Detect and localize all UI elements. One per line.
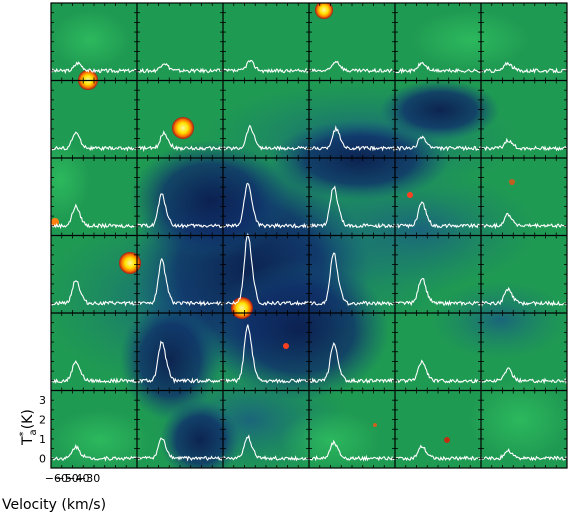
spectrum-line [308,439,396,462]
spectrum-line [51,61,138,75]
spectrum-line [222,434,310,462]
spectrum-line [394,359,482,384]
spectrum-line [480,447,567,462]
map-point-source [407,192,413,198]
plot-frame [50,2,568,469]
spectrum-line [394,135,482,152]
spectrum-line [51,131,138,152]
y-axis-label: T*a(K) [18,409,39,446]
map-green-region [410,10,530,70]
spectrum-line [222,232,310,307]
spectrum-line [308,185,396,229]
y-tick-label: 2 [39,414,46,427]
map-green-region [51,140,90,220]
spectrum-line [136,340,224,385]
y-tick-label: 1 [39,433,46,446]
x-axis-label: Velocity (km/s) [2,497,106,513]
map-bright-source [231,297,253,319]
spectrum-line [222,124,310,151]
map-dark-region [380,80,500,140]
spectrum-line [51,280,138,307]
map-green-region [51,10,130,70]
spectrum-line [222,324,310,384]
map-dark-region [210,260,390,400]
spectrum-line [394,277,482,307]
map-bright-source [315,3,333,19]
spectrum-line [480,61,567,74]
spectrum-line [222,182,310,229]
spectrum-line [136,63,224,74]
map-green-region [470,380,567,460]
y-tick-label: 0 [39,452,46,465]
x-tick-label: −50 [56,472,79,485]
map-green-region [51,410,150,468]
spectrum-line [222,59,310,74]
map-dark-region [160,400,240,468]
spectrum-line [394,444,482,462]
spectrum-line [480,212,567,230]
axes-layer: −60−50−40−30 0 1 2 3 [39,394,100,485]
map-dark-region [270,120,450,200]
spectrum-line [394,201,482,229]
map-bright-source [119,252,141,274]
spectrum-line [136,437,224,462]
spectrum-line [395,61,482,75]
spectrum-line [136,130,224,152]
spectrum-line [308,125,396,152]
y-tick-label: 3 [39,394,46,407]
spectrum-line [51,443,137,462]
spectrum-line [308,252,396,307]
spectrum-line [480,367,567,385]
map-point-source [509,179,515,185]
map-point-source [444,437,450,443]
map-background [51,3,567,468]
spectrum-line [137,257,224,307]
map-point-source [283,343,289,349]
panel-grid [50,2,568,469]
spectrum-line [51,360,138,384]
spectrum-line [480,286,567,307]
map-dark-region [130,140,290,260]
spectrum-line [51,203,138,230]
map-bright-source [172,117,194,139]
map-point-source [373,423,377,427]
spectra-layer [51,59,567,462]
spectrum-line [308,341,396,384]
spectrum-line [136,193,224,229]
spectrum-line [308,60,396,74]
spectrum-line [480,137,567,152]
x-tick-label: −40 [66,472,89,485]
x-tick-label: −30 [77,472,100,485]
map-green-region [280,410,380,468]
x-tick-label: −60 [45,472,68,485]
map-teal-region [430,280,567,360]
